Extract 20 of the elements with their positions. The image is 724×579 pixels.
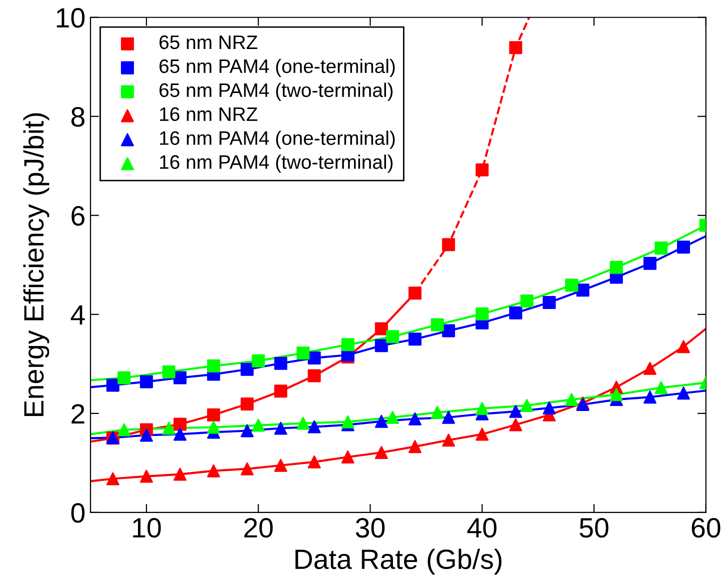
x-tick-label: 10 — [133, 518, 161, 538]
legend-label: 16 nm PAM4 (one-terminal) — [160, 130, 395, 149]
x-tick-label: 40 — [467, 518, 496, 538]
x-tick-label: 20 — [244, 518, 273, 538]
x-axis-title: Data Rate (Gb/s) — [296, 548, 502, 575]
legend-label: 65 nm PAM4 (two-terminal) — [160, 82, 393, 101]
y-axis-title: Energy Efficiency (pJ/bit) — [23, 113, 50, 416]
x-tick-label: 50 — [580, 518, 608, 538]
y-tick-label: 6 — [72, 206, 84, 226]
y-tick-label: 4 — [70, 305, 85, 324]
legend-label: 16 nm NRZ — [160, 107, 258, 122]
y-tick-label: 0 — [71, 503, 85, 523]
x-tick-label: 60 — [692, 518, 720, 538]
legend-label: 16 nm PAM4 (two-terminal) — [160, 154, 393, 173]
legend-label: 65 nm NRZ — [160, 35, 258, 50]
y-tick-label: 2 — [72, 404, 84, 424]
x-tick-label: 30 — [356, 518, 385, 538]
y-tick-label: 10 — [56, 8, 85, 28]
y-tick-label: 8 — [71, 107, 84, 127]
legend-label: 65 nm PAM4 (one-terminal) — [160, 58, 395, 77]
